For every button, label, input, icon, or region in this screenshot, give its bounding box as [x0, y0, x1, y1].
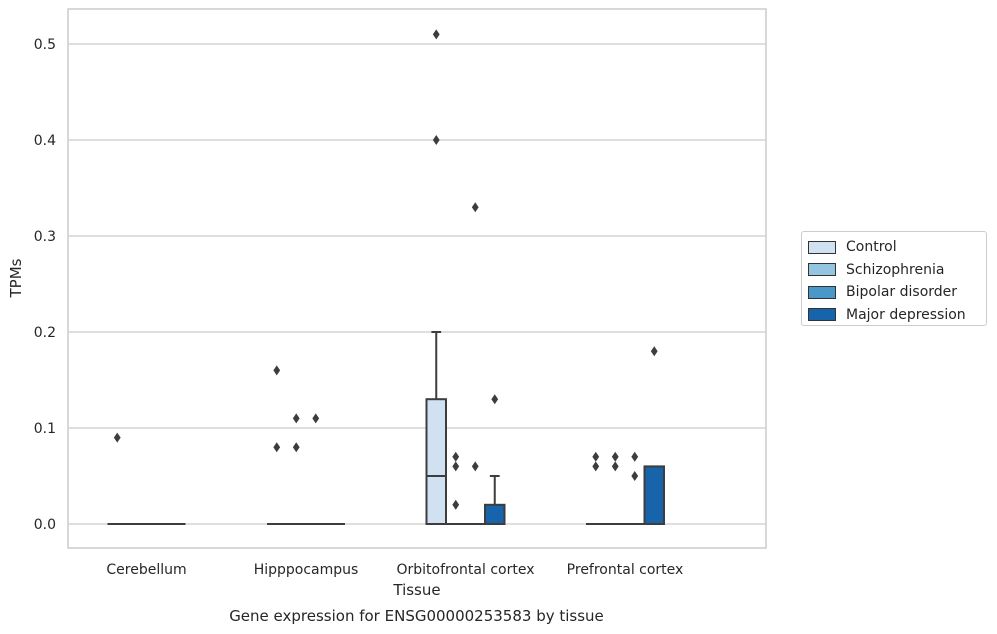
- x-axis-label: Tissue: [392, 581, 440, 599]
- legend-swatch: [808, 263, 836, 277]
- box-group: [425, 29, 447, 526]
- outlier-point: [432, 135, 440, 145]
- legend-label: Schizophrenia: [846, 261, 945, 278]
- box: [425, 398, 447, 526]
- x-axis-ticks: Cerebellum Hipppocampus Orbitofrontal cort…: [106, 562, 683, 578]
- legend-swatch: [808, 308, 836, 322]
- box-group: [465, 202, 485, 525]
- box-groups: [107, 29, 665, 526]
- outlier-point: [592, 461, 600, 472]
- legend-label: Bipolar disorder: [846, 284, 958, 301]
- outlier-point: [491, 394, 499, 405]
- box-group: [625, 451, 645, 525]
- grid-lines: [68, 43, 766, 525]
- y-tick-label: 0.0: [34, 517, 56, 533]
- box-group: [107, 432, 127, 525]
- legend-item: Major depression: [808, 304, 980, 327]
- outlier-point: [631, 471, 639, 481]
- box-group: [605, 451, 625, 525]
- x-tick-label: Hipppocampus: [254, 562, 359, 578]
- outlier-point: [471, 461, 479, 472]
- legend: Control Schizophrenia Bipolar disorder Majo…: [801, 231, 987, 326]
- box-group: [286, 413, 306, 525]
- y-axis-ticks: 0.0 0.1 0.2 0.3 0.4 0.5: [34, 37, 56, 533]
- figure-caption: Gene expression for ENSG00000253583 by t…: [229, 607, 604, 625]
- box-group: [267, 365, 287, 525]
- legend-swatch: [808, 285, 836, 299]
- legend-item: Schizophrenia: [808, 259, 980, 282]
- legend-label: Major depression: [846, 306, 966, 323]
- outlier-point: [273, 442, 281, 453]
- outlier-point: [650, 346, 658, 357]
- outlier-point: [452, 499, 460, 510]
- x-tick-label: Orbitofrontal cortex: [397, 562, 535, 578]
- plot-frame: [67, 8, 767, 549]
- box-group: [586, 451, 606, 525]
- x-tick-label: Cerebellum: [106, 562, 186, 578]
- outlier-point: [611, 451, 619, 462]
- outlier-point: [452, 461, 460, 472]
- box: [643, 465, 665, 525]
- box-group: [446, 451, 466, 525]
- y-axis-label: TPMs: [7, 258, 25, 298]
- legend-item: Bipolar disorder: [808, 281, 980, 304]
- outlier-point: [452, 451, 460, 462]
- legend-label: Control: [846, 239, 897, 256]
- outlier-point: [611, 461, 619, 472]
- box-group: [484, 394, 506, 525]
- outlier-point: [273, 365, 281, 376]
- legend-item: Control: [808, 236, 980, 259]
- y-tick-label: 0.4: [34, 133, 56, 149]
- outlier-point: [592, 451, 600, 462]
- legend-swatch: [808, 240, 836, 254]
- outlier-point: [292, 413, 300, 424]
- y-tick-label: 0.5: [34, 37, 56, 53]
- outlier-point: [113, 432, 121, 443]
- box: [484, 503, 506, 525]
- box-group: [306, 413, 326, 525]
- y-tick-label: 0.1: [34, 421, 56, 437]
- outlier-point: [631, 451, 639, 462]
- outlier-point: [432, 29, 440, 40]
- outlier-point: [471, 202, 479, 213]
- outlier-point: [292, 442, 300, 453]
- box-group: [643, 346, 665, 525]
- outlier-point: [312, 413, 320, 424]
- y-tick-label: 0.3: [34, 229, 56, 245]
- x-tick-label: Prefrontal cortex: [567, 562, 684, 578]
- y-tick-label: 0.2: [34, 325, 56, 341]
